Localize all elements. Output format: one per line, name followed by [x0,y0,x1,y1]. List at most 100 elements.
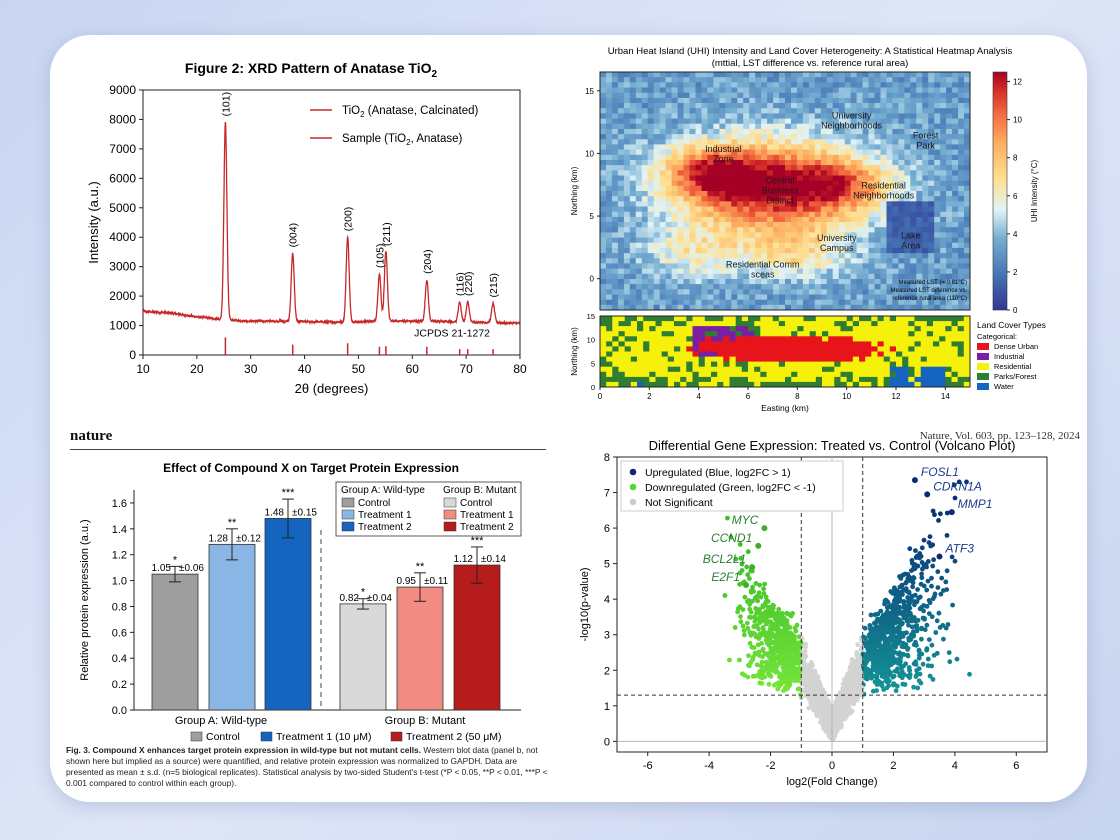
uhi-heat-cell [767,273,774,280]
uhi-heat-cell [725,263,732,269]
uhi-heat-cell [916,206,923,213]
uhi-heat-cell [880,253,887,259]
uhi-heat-cell [785,216,792,223]
uhi-heat-cell [808,118,816,125]
landcover-cell [889,371,897,378]
uhi-heat-cell [677,242,684,249]
uhi-heat-cell [606,304,613,311]
landcover-cell [680,316,687,322]
uhi-heat-cell [874,149,881,156]
uhi-heat-cell [611,180,619,187]
uhi-heat-cell [755,103,762,109]
uhi-heat-cell [743,191,750,197]
uhi-heat-cell [755,242,762,249]
uhi-heat-cell [838,175,846,182]
uhi-heat-cell [647,165,655,171]
volcano-point [849,708,855,714]
uhi-heat-cell [946,237,953,244]
uhi-heat-cell [773,227,780,233]
uhi-heat-cell [910,222,917,228]
uhi-heat-cell [922,253,929,259]
uhi-area-label-line: Campus [820,243,854,253]
uhi-heat-cell [874,258,881,264]
uhi-heat-cell [773,196,780,202]
uhi-heat-cell [844,175,852,182]
landcover-cell [748,371,755,378]
uhi-heat-cell [886,242,893,249]
uhi-heat-cell [665,191,672,197]
uhi-heat-cell [689,77,696,83]
uhi-heat-cell [910,263,917,269]
landcover-cell [680,376,687,383]
uhi-heat-cell [916,284,923,290]
uhi-heat-cell [629,160,637,166]
uhi-heat-cell [856,191,863,197]
landcover-cell [661,376,669,383]
landcover-cell [624,376,632,383]
uhi-heat-cell [844,279,852,285]
uhi-heat-cell [659,237,667,244]
uhi-heat-cell [635,103,643,109]
uhi-heat-cell [737,170,744,176]
uhi-heat-cell [707,201,714,207]
uhi-area-label: Central Business District [762,175,799,205]
uhi-heat-cell [892,268,899,275]
uhi-heat-cell [725,211,732,218]
landcover-cell [760,361,767,368]
landcover-cell [760,336,767,342]
uhi-heat-cell [761,299,768,306]
landcover-cell [618,361,626,368]
uhi-heat-cell [952,92,959,99]
uhi-heat-cell [606,227,613,233]
uhi-heat-cell [623,128,631,135]
uhi-heat-cell [767,211,774,218]
uhi-heat-cell [862,128,869,135]
uhi-heat-cell [731,253,738,259]
landcover-cell [871,316,878,322]
landcover-cell [711,321,718,327]
uhi-heat-cell [910,201,917,207]
bar [453,564,501,711]
uhi-heat-cell [600,237,607,244]
uhi-heat-cell [880,103,887,109]
uhi-heat-cell [856,149,863,156]
uhi-heat-cell [934,263,941,269]
landcover-cell [667,331,675,337]
uhi-heat-cell [617,92,625,99]
landcover-cell [606,376,613,383]
uhi-heat-cell [773,258,780,264]
uhi-heat-cell [850,227,857,233]
uhi-heat-cell [850,77,857,83]
landcover-cell [612,341,619,347]
uhi-heat-cell [635,180,643,187]
uhi-heat-cell [659,134,667,140]
uhi-heat-cell [635,279,643,285]
xrd-peak-label: (105) [374,244,386,269]
uhi-heat-cell [862,284,869,290]
uhi-heat-cell [814,185,822,192]
landcover-cell [624,361,632,368]
uhi-heat-cell [940,77,947,83]
uhi-heat-cell [844,232,852,238]
uhi-heat-cell [922,134,929,140]
landcover-cell [945,336,952,342]
uhi-heat-cell [826,72,834,78]
uhi-heat-cell [934,237,941,244]
uhi-heat-cell [802,134,810,140]
bar-legend-label: Treatment 2 [460,522,514,533]
uhi-heat-cell [743,253,750,259]
landcover-cell [859,346,866,352]
landcover-cell [834,346,841,352]
uhi-heat-cell [832,97,840,104]
landcover-cell [840,341,848,347]
uhi-heat-cell [898,268,905,275]
uhi-heat-cell [898,108,905,114]
uhi-heat-cell [689,108,696,114]
uhi-heat-cell [600,284,607,290]
uhi-heat-cell [713,211,720,218]
uhi-heat-cell [611,253,619,259]
landcover-cell [655,341,663,347]
uhi-heat-cell [713,128,720,135]
landcover-cell [704,381,712,388]
uhi-heat-cell [946,253,953,259]
